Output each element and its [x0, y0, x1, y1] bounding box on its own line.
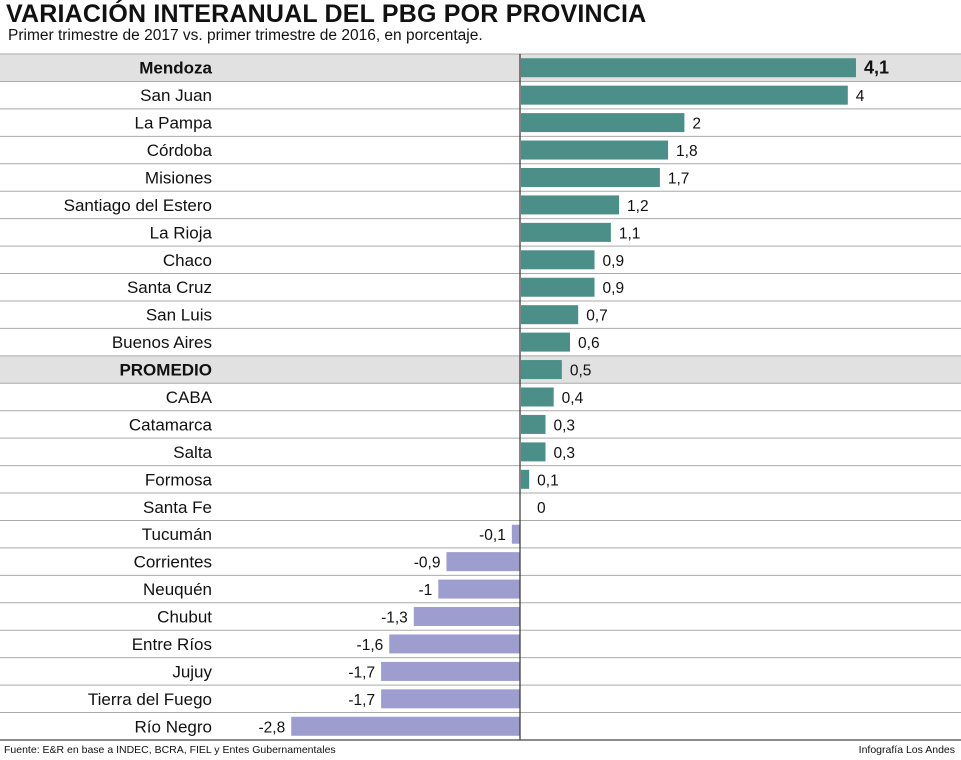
category-label: San Luis	[146, 306, 212, 325]
category-label: Río Negro	[135, 717, 212, 736]
category-label: Entre Ríos	[132, 635, 212, 654]
value-label: -0,1	[479, 527, 506, 544]
value-label: 0,9	[603, 280, 625, 297]
value-label: 4,1	[864, 58, 889, 78]
value-label: -1,6	[357, 637, 384, 654]
category-label: PROMEDIO	[119, 361, 212, 380]
bar	[521, 332, 571, 352]
source-note: Fuente: E&R en base a INDEC, BCRA, FIEL …	[4, 744, 336, 756]
category-label: Misiones	[145, 168, 212, 187]
chart-subtitle: Primer trimestre de 2017 vs. primer trim…	[8, 27, 483, 44]
category-label: Chaco	[163, 251, 212, 270]
category-label: La Pampa	[135, 114, 213, 133]
bar	[521, 113, 685, 133]
value-label: 0,3	[554, 445, 576, 462]
bar	[389, 634, 520, 654]
bar	[381, 661, 520, 681]
bar	[521, 195, 620, 215]
category-label: Santa Fe	[143, 498, 212, 517]
category-label: Corrientes	[134, 553, 212, 572]
bar	[521, 360, 562, 380]
bar	[291, 716, 520, 736]
value-label: 0,6	[578, 335, 600, 352]
value-label: 0	[537, 500, 546, 517]
category-label: Salta	[173, 443, 212, 462]
value-label: 1,8	[676, 143, 698, 160]
bar	[521, 414, 546, 434]
category-label: Córdoba	[147, 141, 213, 160]
credit-note: Infografía Los Andes	[858, 744, 955, 756]
value-label: 0,5	[570, 363, 592, 380]
category-label: Neuquén	[143, 580, 212, 599]
bar	[521, 305, 579, 325]
bar	[521, 222, 611, 242]
category-label: La Rioja	[150, 223, 213, 242]
bar	[521, 387, 554, 407]
category-label: CABA	[166, 388, 213, 407]
value-label: 0,3	[554, 417, 576, 434]
value-label: 0,1	[537, 472, 559, 489]
value-label: -1,7	[348, 692, 375, 709]
category-label: Tucumán	[142, 525, 212, 544]
value-label: 0,4	[562, 390, 584, 407]
category-label: Tierra del Fuego	[88, 690, 212, 709]
category-label: Mendoza	[139, 59, 212, 78]
category-label: Jujuy	[172, 662, 212, 681]
bar	[446, 552, 520, 572]
category-label: Chubut	[157, 608, 212, 627]
value-label: 1,1	[619, 225, 641, 242]
category-label: Buenos Aires	[112, 333, 212, 352]
bar	[413, 607, 520, 627]
bar	[438, 579, 520, 599]
value-label: -2,8	[259, 719, 286, 736]
bar	[521, 250, 595, 270]
bar	[511, 524, 520, 544]
value-label: 0,9	[603, 253, 625, 270]
value-label: 2	[692, 116, 701, 133]
highlight-row-bg	[0, 355, 961, 384]
category-label: Formosa	[145, 470, 213, 489]
bar	[521, 277, 595, 297]
category-label: San Juan	[140, 86, 212, 105]
bar	[521, 140, 669, 160]
value-label: 1,2	[627, 198, 649, 215]
category-label: Catamarca	[129, 415, 213, 434]
value-label: 4	[856, 88, 865, 105]
value-label: 0,7	[586, 308, 608, 325]
bar	[521, 469, 530, 489]
category-label: Santa Cruz	[127, 278, 212, 297]
bar	[521, 58, 856, 78]
value-label: 1,7	[668, 170, 690, 187]
bar	[521, 167, 660, 187]
bar	[381, 689, 520, 709]
chart-title: VARIACIÓN INTERANUAL DEL PBG POR PROVINC…	[6, 0, 647, 28]
value-label: -1,3	[381, 610, 408, 627]
value-label: -1	[419, 582, 433, 599]
bar	[521, 85, 848, 105]
value-label: -1,7	[348, 664, 375, 681]
value-label: -0,9	[414, 555, 441, 572]
category-label: Santiago del Estero	[64, 196, 212, 215]
bar	[521, 442, 546, 462]
